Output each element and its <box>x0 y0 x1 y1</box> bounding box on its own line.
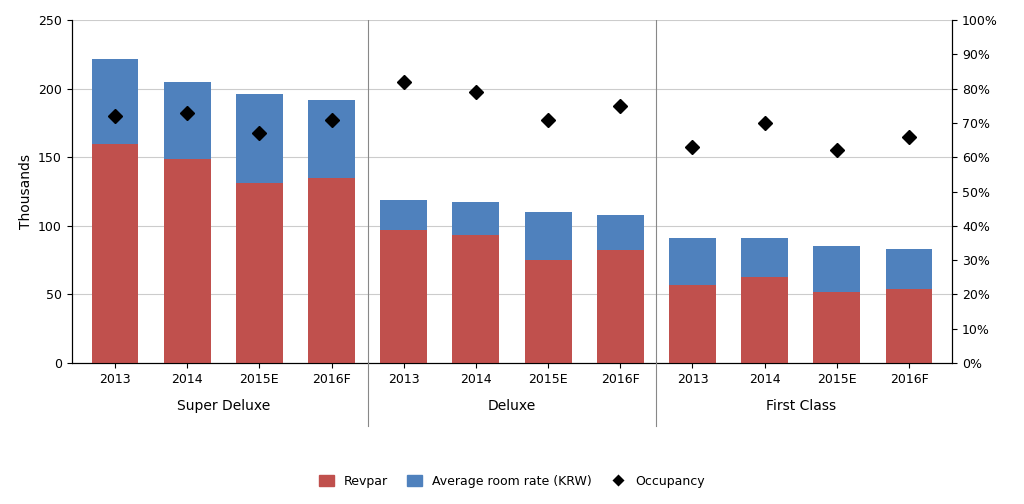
Bar <box>597 215 644 250</box>
Bar <box>886 289 933 363</box>
Bar <box>524 260 571 363</box>
Bar <box>741 277 788 363</box>
Bar <box>813 292 860 363</box>
Bar <box>91 144 138 363</box>
Bar <box>236 94 283 183</box>
Bar <box>669 238 716 285</box>
Bar <box>308 178 355 363</box>
Text: Deluxe: Deluxe <box>487 399 537 413</box>
Bar <box>308 100 355 178</box>
Bar <box>669 285 716 363</box>
Text: First Class: First Class <box>766 399 836 413</box>
Bar <box>380 230 427 363</box>
Bar <box>597 250 644 363</box>
Bar <box>91 58 138 144</box>
Bar <box>886 249 933 289</box>
Bar <box>813 246 860 292</box>
Bar <box>453 235 500 363</box>
Bar <box>164 159 211 363</box>
Bar <box>453 203 500 235</box>
Bar <box>741 238 788 277</box>
Bar <box>236 183 283 363</box>
Legend: Revpar, Average room rate (KRW), Occupancy: Revpar, Average room rate (KRW), Occupan… <box>314 470 710 493</box>
Bar <box>524 212 571 260</box>
Y-axis label: Thousands: Thousands <box>18 154 33 229</box>
Bar <box>164 82 211 159</box>
Bar <box>380 200 427 230</box>
Text: Super Deluxe: Super Deluxe <box>177 399 270 413</box>
